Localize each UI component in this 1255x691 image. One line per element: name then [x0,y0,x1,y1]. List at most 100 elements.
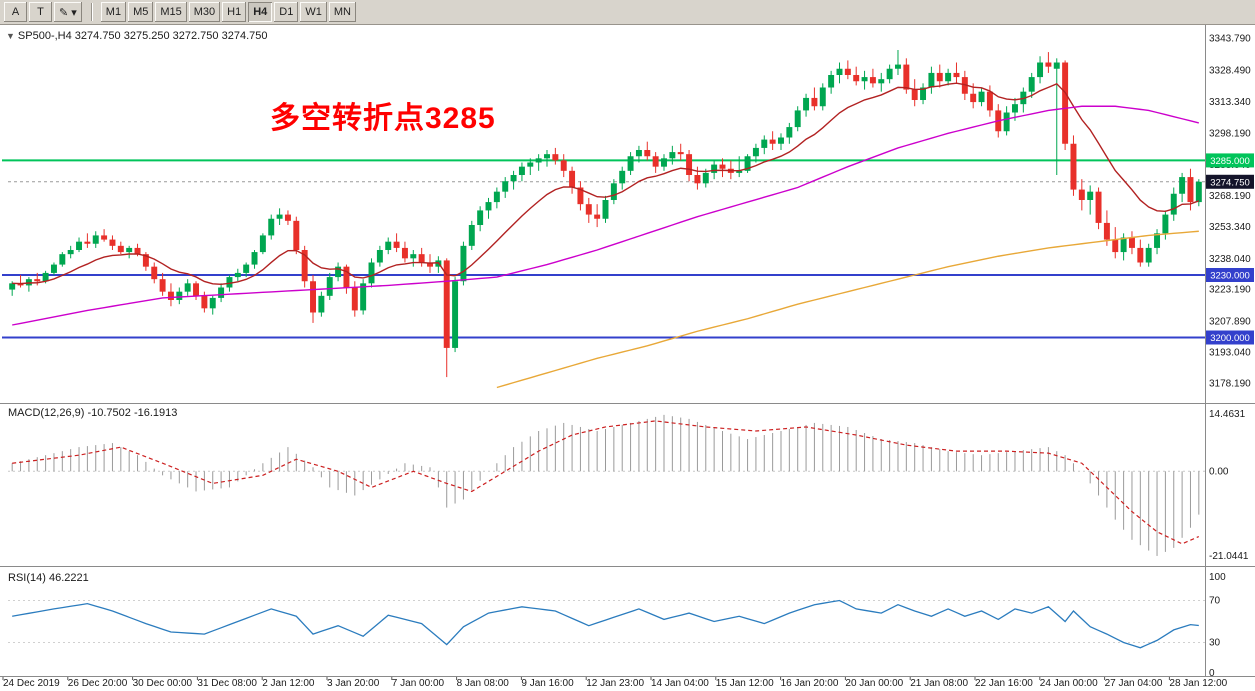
price-axis-label: 3328.490 [1209,65,1251,76]
candle-body [209,297,216,309]
candle-body [828,75,835,88]
level-price-badge: 3200.000 [1206,330,1254,345]
time-axis-label: 14 Jan 04:00 [651,678,709,689]
price-axis-label: 3268.190 [1209,191,1251,202]
candle-body [218,287,225,298]
candle-body [92,235,99,244]
candle-body [25,279,32,286]
time-axis-label: 2 Jan 12:00 [262,678,315,689]
chart-area[interactable]: 3343.7903328.4903313.3403298.1903283.040… [0,25,1255,691]
timeframe-button-w1[interactable]: W1 [300,2,327,22]
price-axis-label: 3253.340 [1209,222,1251,233]
candle-body [786,127,793,138]
toolbar: A T ✎ ▾ M1 M5 M15 M30 H1 H4 D1 W1 MN [0,0,1255,25]
candle-body [744,156,751,171]
candle-body [1003,112,1010,132]
timeframe-button-m15[interactable]: M15 [155,2,187,22]
rsi-axis-label: 70 [1209,596,1221,607]
time-axis-label: 15 Jan 12:00 [716,678,774,689]
candle-body [569,170,576,188]
rsi-axis-label: 0 [1209,668,1215,679]
candle-body [351,287,358,311]
candle-body [694,175,701,184]
time-axis-label: 9 Jan 16:00 [521,678,574,689]
horizontal-level-lines [2,159,1205,339]
slow-ma-line [496,230,1199,389]
svg-text:3274.750: 3274.750 [1210,177,1250,188]
candle-body [59,254,66,265]
candle-body [1070,143,1077,190]
candle-body [602,200,609,219]
candle-body [819,87,826,107]
timeframe-button-m30[interactable]: M30 [188,2,221,22]
tool-button-text[interactable]: T [29,2,52,22]
candle-body [410,254,417,259]
candle-body [126,247,133,253]
candle-body [920,87,927,100]
candle-body [142,254,149,267]
timeframe-button-h1[interactable]: H1 [222,2,247,22]
timeframe-button-m5[interactable]: M5 [128,2,154,22]
candle-body [778,137,784,144]
candle-body [34,279,41,282]
time-axis-label: 20 Jan 00:00 [845,678,903,689]
time-axis-label: 8 Jan 08:00 [457,678,510,689]
rsi-panel: 100 70 30 0 [8,572,1226,679]
candle-body [101,235,108,240]
candle-body [418,254,425,263]
candle-body [134,247,141,255]
candle-body [861,77,868,82]
macd-panel: 14.4631 0.00 -21.0441 [8,409,1249,562]
timeframe-button-m1[interactable]: M1 [100,2,127,22]
candle-body [1078,189,1085,200]
candle-body [326,277,333,296]
time-axis-label: 30 Dec 00:00 [133,678,193,689]
time-axis-label: 24 Dec 2019 [3,678,60,689]
timeframe-button-h4[interactable]: H4 [248,2,273,22]
tool-button-cursor[interactable]: A [4,2,27,22]
candle-body [560,160,567,171]
chart-plot-background[interactable] [0,25,1205,677]
candle-body [1170,193,1177,215]
candle-body [460,245,467,282]
candle-body [443,260,450,348]
price-axis-label: 3193.040 [1209,348,1251,359]
candle-body [167,291,174,300]
tool-button-draw[interactable]: ✎ ▾ [54,2,82,22]
candle-body [878,79,885,84]
candle-body [1179,177,1186,194]
candle-body [193,283,200,296]
candle-body [176,291,183,300]
candle-body [117,245,124,253]
candle-body [895,64,901,69]
candle-body [1112,239,1119,253]
candle-body [493,191,500,203]
candle-body [661,158,667,167]
candle-body [226,277,233,288]
price-axis-label: 3298.190 [1209,128,1251,139]
candle-body [911,89,918,100]
candle-body [1087,191,1094,200]
chart-canvas[interactable]: 3343.7903328.4903313.3403298.1903283.040… [0,25,1255,691]
candle-body [84,241,91,244]
time-axis-label: 31 Dec 08:00 [197,678,257,689]
candle-body [259,235,266,253]
candle-body [1187,177,1194,203]
svg-text:3230.000: 3230.000 [1210,271,1250,282]
macd-axis-label: -21.0441 [1209,551,1249,562]
candle-body [234,272,241,278]
candle-body [711,164,718,173]
candle-body [1095,191,1102,223]
candle-body [970,93,977,103]
timeframe-button-d1[interactable]: D1 [274,2,299,22]
timeframe-button-mn[interactable]: MN [328,2,356,22]
time-axis-label: 28 Jan 12:00 [1169,678,1227,689]
timeframe-buttons: M1 M5 M15 M30 H1 H4 D1 W1 MN [100,2,356,22]
time-axis-label: 21 Jan 08:00 [910,678,968,689]
candle-body [552,154,559,161]
price-axis-label: 3207.890 [1209,317,1251,328]
time-axis[interactable]: 24 Dec 2019 26 Dec 20:00 30 Dec 00:00 31 De… [0,676,1255,691]
price-axis-label: 3313.340 [1209,97,1251,108]
candle-body [301,250,308,282]
time-axis-label: 16 Jan 20:00 [781,678,839,689]
